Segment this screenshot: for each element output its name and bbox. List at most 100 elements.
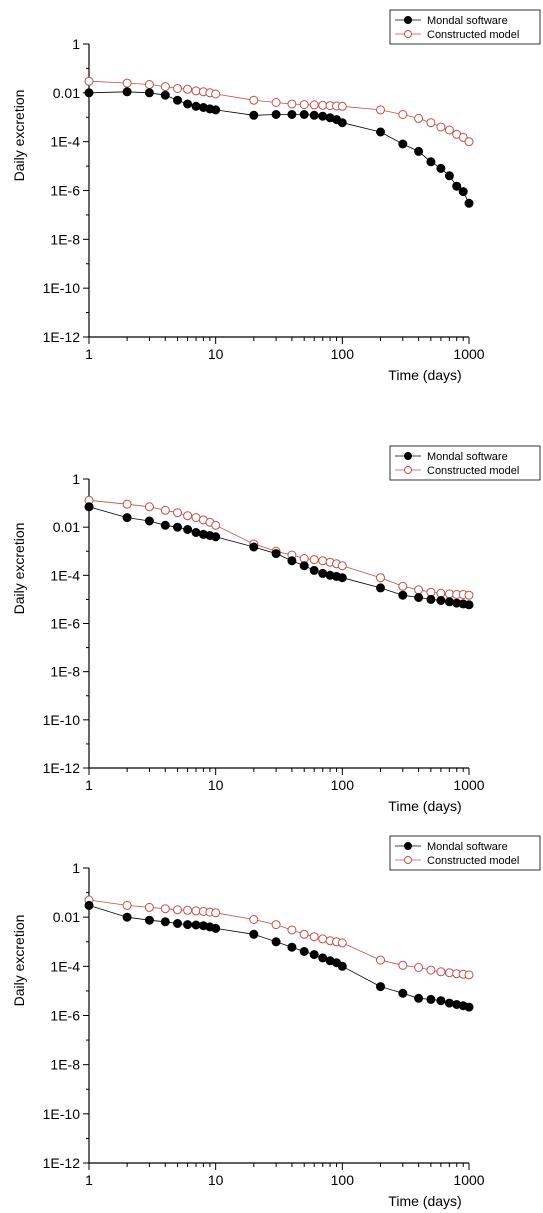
y-tick-label: 1E-12: [43, 329, 81, 345]
data-point-constructed: [211, 908, 221, 918]
data-point-mondal: [211, 532, 221, 542]
x-tick-label: 10: [208, 346, 224, 362]
data-point-mondal: [426, 994, 436, 1004]
legend-label: Constructed model: [427, 855, 519, 867]
data-point-mondal: [271, 937, 281, 947]
series-mondal-software: [84, 87, 474, 208]
data-point-mondal: [191, 920, 201, 930]
legend-marker-mondal: [404, 452, 412, 460]
data-point-mondal: [318, 568, 328, 578]
legend-label: Mondal software: [427, 451, 508, 463]
data-point-mondal: [144, 915, 154, 925]
series-line: [88, 91, 470, 204]
x-tick-label: 100: [331, 777, 355, 793]
data-point-mondal: [376, 982, 385, 992]
data-point-mondal: [173, 95, 182, 105]
data-point-mondal: [376, 127, 385, 137]
data-point-constructed: [309, 100, 319, 110]
data-point-mondal: [299, 947, 309, 956]
chart-panel-1: 1E-12 1E-10 1E-8 1E-6 1E-4 0.01 1 1 10 100 1000 Tim…: [11, 9, 541, 383]
data-point-mondal: [464, 1002, 474, 1012]
data-point-constructed: [318, 556, 328, 566]
data-point-constructed: [271, 920, 281, 930]
x-tick-label: 1000: [453, 346, 484, 362]
data-point-constructed: [191, 513, 201, 523]
data-point-mondal: [337, 573, 347, 583]
series-line: [88, 506, 470, 606]
legend-label: Constructed model: [427, 29, 519, 41]
data-point-constructed: [444, 125, 454, 135]
x-tick-label: 1: [85, 346, 93, 362]
y-axis-title: Daily excretion: [11, 90, 27, 182]
data-point-constructed: [436, 122, 446, 132]
data-point-constructed: [122, 78, 132, 88]
data-point-constructed: [173, 905, 182, 915]
y-tick-label: 1E-8: [50, 1057, 80, 1073]
data-point-constructed: [84, 76, 94, 86]
data-point-constructed: [426, 965, 436, 975]
series-mondal-software: [84, 502, 474, 610]
data-point-constructed: [337, 101, 347, 111]
data-point-mondal: [144, 516, 154, 526]
y-tick-label: 1E-6: [50, 1008, 80, 1024]
y-tick-label: 1E-6: [50, 183, 80, 199]
data-point-mondal: [452, 181, 462, 191]
data-point-mondal: [398, 988, 408, 998]
data-point-mondal: [191, 101, 201, 111]
data-point-constructed: [426, 118, 436, 128]
x-tick-label: 1000: [453, 777, 484, 793]
data-point-mondal: [337, 118, 347, 128]
data-point-mondal: [191, 528, 201, 537]
data-point-constructed: [318, 934, 328, 944]
data-point-mondal: [299, 110, 309, 119]
data-point-constructed: [414, 113, 424, 123]
legend-label: Mondal software: [427, 15, 508, 27]
data-point-constructed: [337, 561, 347, 571]
legend-marker-constructed: [404, 30, 412, 38]
legend-box: [389, 9, 541, 45]
legend-marker-mondal: [404, 842, 412, 850]
x-axis-title: Time (days): [388, 1193, 461, 1209]
legend: Mondal software Constructed model: [389, 835, 541, 871]
data-point-constructed: [398, 581, 408, 591]
data-point-constructed: [398, 110, 408, 119]
x-axis-title: Time (days): [388, 367, 461, 383]
data-point-constructed: [211, 89, 221, 99]
series-mondal-software: [84, 900, 474, 1012]
data-point-mondal: [309, 950, 319, 960]
x-tick-label: 1000: [453, 1172, 484, 1188]
y-tick-label: 1E-10: [43, 712, 81, 728]
data-point-mondal: [436, 163, 446, 173]
data-point-constructed: [309, 932, 319, 942]
data-point-mondal: [287, 556, 297, 566]
data-point-constructed: [183, 905, 193, 915]
data-point-mondal: [183, 525, 193, 534]
data-point-constructed: [122, 499, 132, 509]
data-point-constructed: [337, 938, 347, 948]
x-tick-label: 100: [331, 1172, 355, 1188]
y-tick-label: 0.01: [53, 85, 80, 101]
data-point-mondal: [414, 146, 424, 156]
y-tick-label: 1E-10: [43, 1106, 81, 1122]
data-point-mondal: [211, 923, 221, 933]
data-point-mondal: [444, 998, 454, 1008]
data-point-constructed: [191, 86, 201, 96]
data-point-constructed: [464, 137, 474, 147]
data-point-mondal: [249, 929, 259, 939]
y-axis-title: Daily excretion: [11, 915, 27, 1007]
data-point-mondal: [444, 171, 454, 181]
data-point-constructed: [309, 555, 319, 565]
data-point-mondal: [464, 198, 474, 208]
series-line: [88, 899, 470, 976]
legend: Mondal software Constructed model: [389, 445, 541, 481]
x-tick-label: 1: [85, 1172, 93, 1188]
data-point-constructed: [160, 505, 170, 515]
y-tick-label: 1: [72, 471, 80, 487]
x-tick-label: 1: [85, 777, 93, 793]
y-tick-label: 1: [72, 36, 80, 52]
y-tick-label: 0.01: [53, 909, 80, 925]
y-tick-label: 1E-8: [50, 664, 80, 680]
data-point-mondal: [444, 597, 454, 607]
legend-box: [389, 445, 541, 481]
